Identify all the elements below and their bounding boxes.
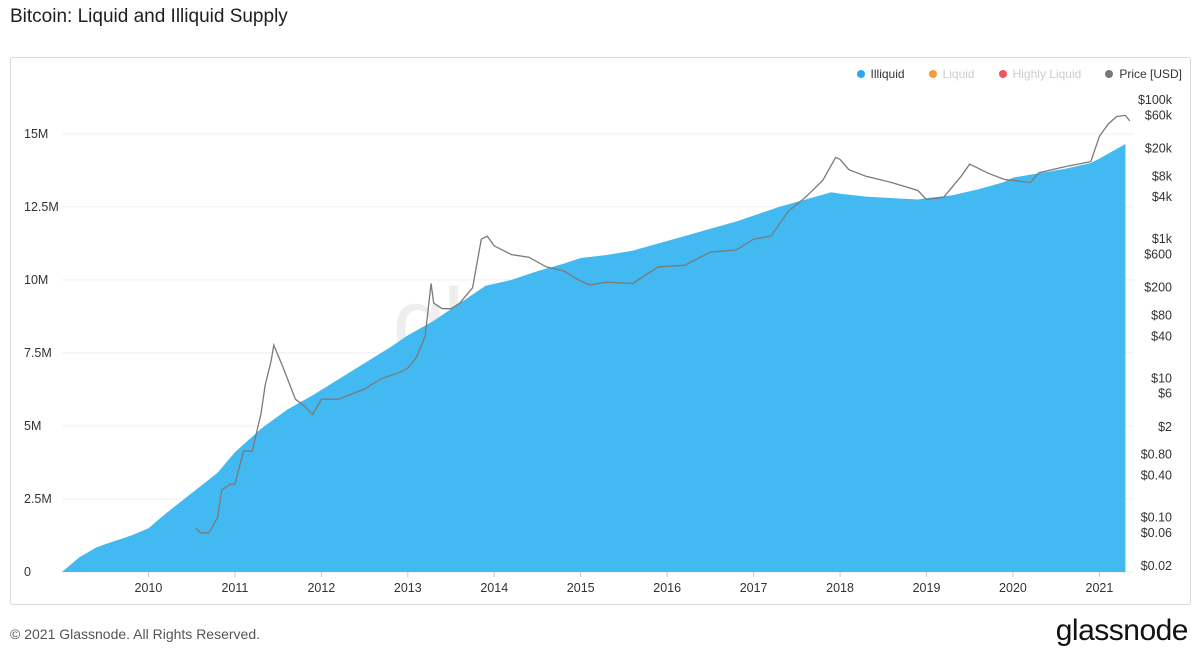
chart-title: Bitcoin: Liquid and Illiquid Supply xyxy=(10,6,288,27)
y-left-tick-label: 7.5M xyxy=(24,346,52,360)
y-right-tick-label: $6 xyxy=(1158,387,1172,401)
legend-item-liquid[interactable]: Liquid xyxy=(928,67,975,81)
y-right-tick-label: $20k xyxy=(1145,142,1173,156)
x-tick-label: 2010 xyxy=(135,581,163,595)
y-right-tick-label: $0.02 xyxy=(1141,559,1172,573)
liquid-dot-icon xyxy=(928,70,937,78)
illiquid-dot-icon xyxy=(856,70,865,78)
y-left-tick-label: 15M xyxy=(24,127,48,141)
y-right-tick-label: $40 xyxy=(1151,329,1172,343)
legend: Illiquid Liquid Highly Liquid Price [USD… xyxy=(856,67,1182,81)
x-tick-label: 2020 xyxy=(999,581,1027,595)
x-tick-label: 2021 xyxy=(1086,581,1114,595)
x-tick-label: 2012 xyxy=(307,581,335,595)
y-left-tick-label: 2.5M xyxy=(24,492,52,506)
illiquid-area[interactable] xyxy=(62,144,1126,572)
price-line[interactable] xyxy=(195,114,1131,534)
price-dot-icon xyxy=(1105,70,1114,78)
glassnode-logo: glassnode xyxy=(1055,614,1189,647)
y-right-tick-label: $200 xyxy=(1144,281,1172,295)
x-tick-label: 2017 xyxy=(740,581,768,595)
y-axis-left: 0 2.5M 5M 7.5M 10M 12.5M 15M xyxy=(24,127,59,579)
y-left-tick-label: 10M xyxy=(24,273,48,287)
y-right-tick-label: $10 xyxy=(1151,371,1172,385)
copyright: © 2021 Glassnode. All Rights Reserved. xyxy=(10,626,261,642)
legend-label-price: Price [USD] xyxy=(1119,67,1182,81)
y-right-tick-label: $4k xyxy=(1152,190,1173,204)
legend-label-highly-liquid: Highly Liquid xyxy=(1012,67,1082,81)
highly-liquid-dot-icon xyxy=(998,70,1007,78)
y-left-tick-label: 12.5M xyxy=(24,200,59,214)
x-tick-label: 2014 xyxy=(480,581,508,595)
legend-item-highly-liquid[interactable]: Highly Liquid xyxy=(998,67,1082,81)
y-right-tick-label: $0.10 xyxy=(1141,510,1172,524)
x-tick-label: 2011 xyxy=(221,581,248,595)
y-right-tick-label: $8k xyxy=(1152,169,1173,183)
y-right-tick-label: $2 xyxy=(1158,420,1172,434)
y-right-tick-label: $600 xyxy=(1144,248,1172,262)
legend-label-liquid: Liquid xyxy=(942,67,975,81)
y-axis-right: $0.02 $0.06 $0.10 $0.40 $0.80 $2 $6 $10 $40 $80 $2… xyxy=(1138,93,1173,573)
y-right-tick-label: $60k xyxy=(1145,108,1173,122)
y-right-tick-label: $80 xyxy=(1151,308,1172,322)
y-left-tick-label: 5M xyxy=(24,419,41,433)
y-right-tick-label: $100k xyxy=(1138,93,1173,107)
y-right-tick-label: $1k xyxy=(1152,232,1173,246)
y-right-tick-label: $0.06 xyxy=(1141,526,1172,540)
x-tick-label: 2018 xyxy=(826,581,854,595)
x-tick-label: 2016 xyxy=(653,581,681,595)
x-tick-label: 2019 xyxy=(913,581,941,595)
legend-item-illiquid[interactable]: Illiquid xyxy=(856,67,905,81)
x-axis: 2010 2011 2012 2013 2014 2015 2016 2017 2018 2019… xyxy=(135,572,1114,595)
x-tick-label: 2013 xyxy=(394,581,422,595)
y-right-tick-label: $0.40 xyxy=(1141,468,1172,482)
legend-item-price[interactable]: Price [USD] xyxy=(1105,67,1182,81)
y-left-tick-label: 0 xyxy=(24,565,31,579)
legend-label-illiquid: Illiquid xyxy=(870,67,905,81)
y-right-tick-label: $0.80 xyxy=(1141,448,1172,462)
x-tick-label: 2015 xyxy=(567,581,595,595)
